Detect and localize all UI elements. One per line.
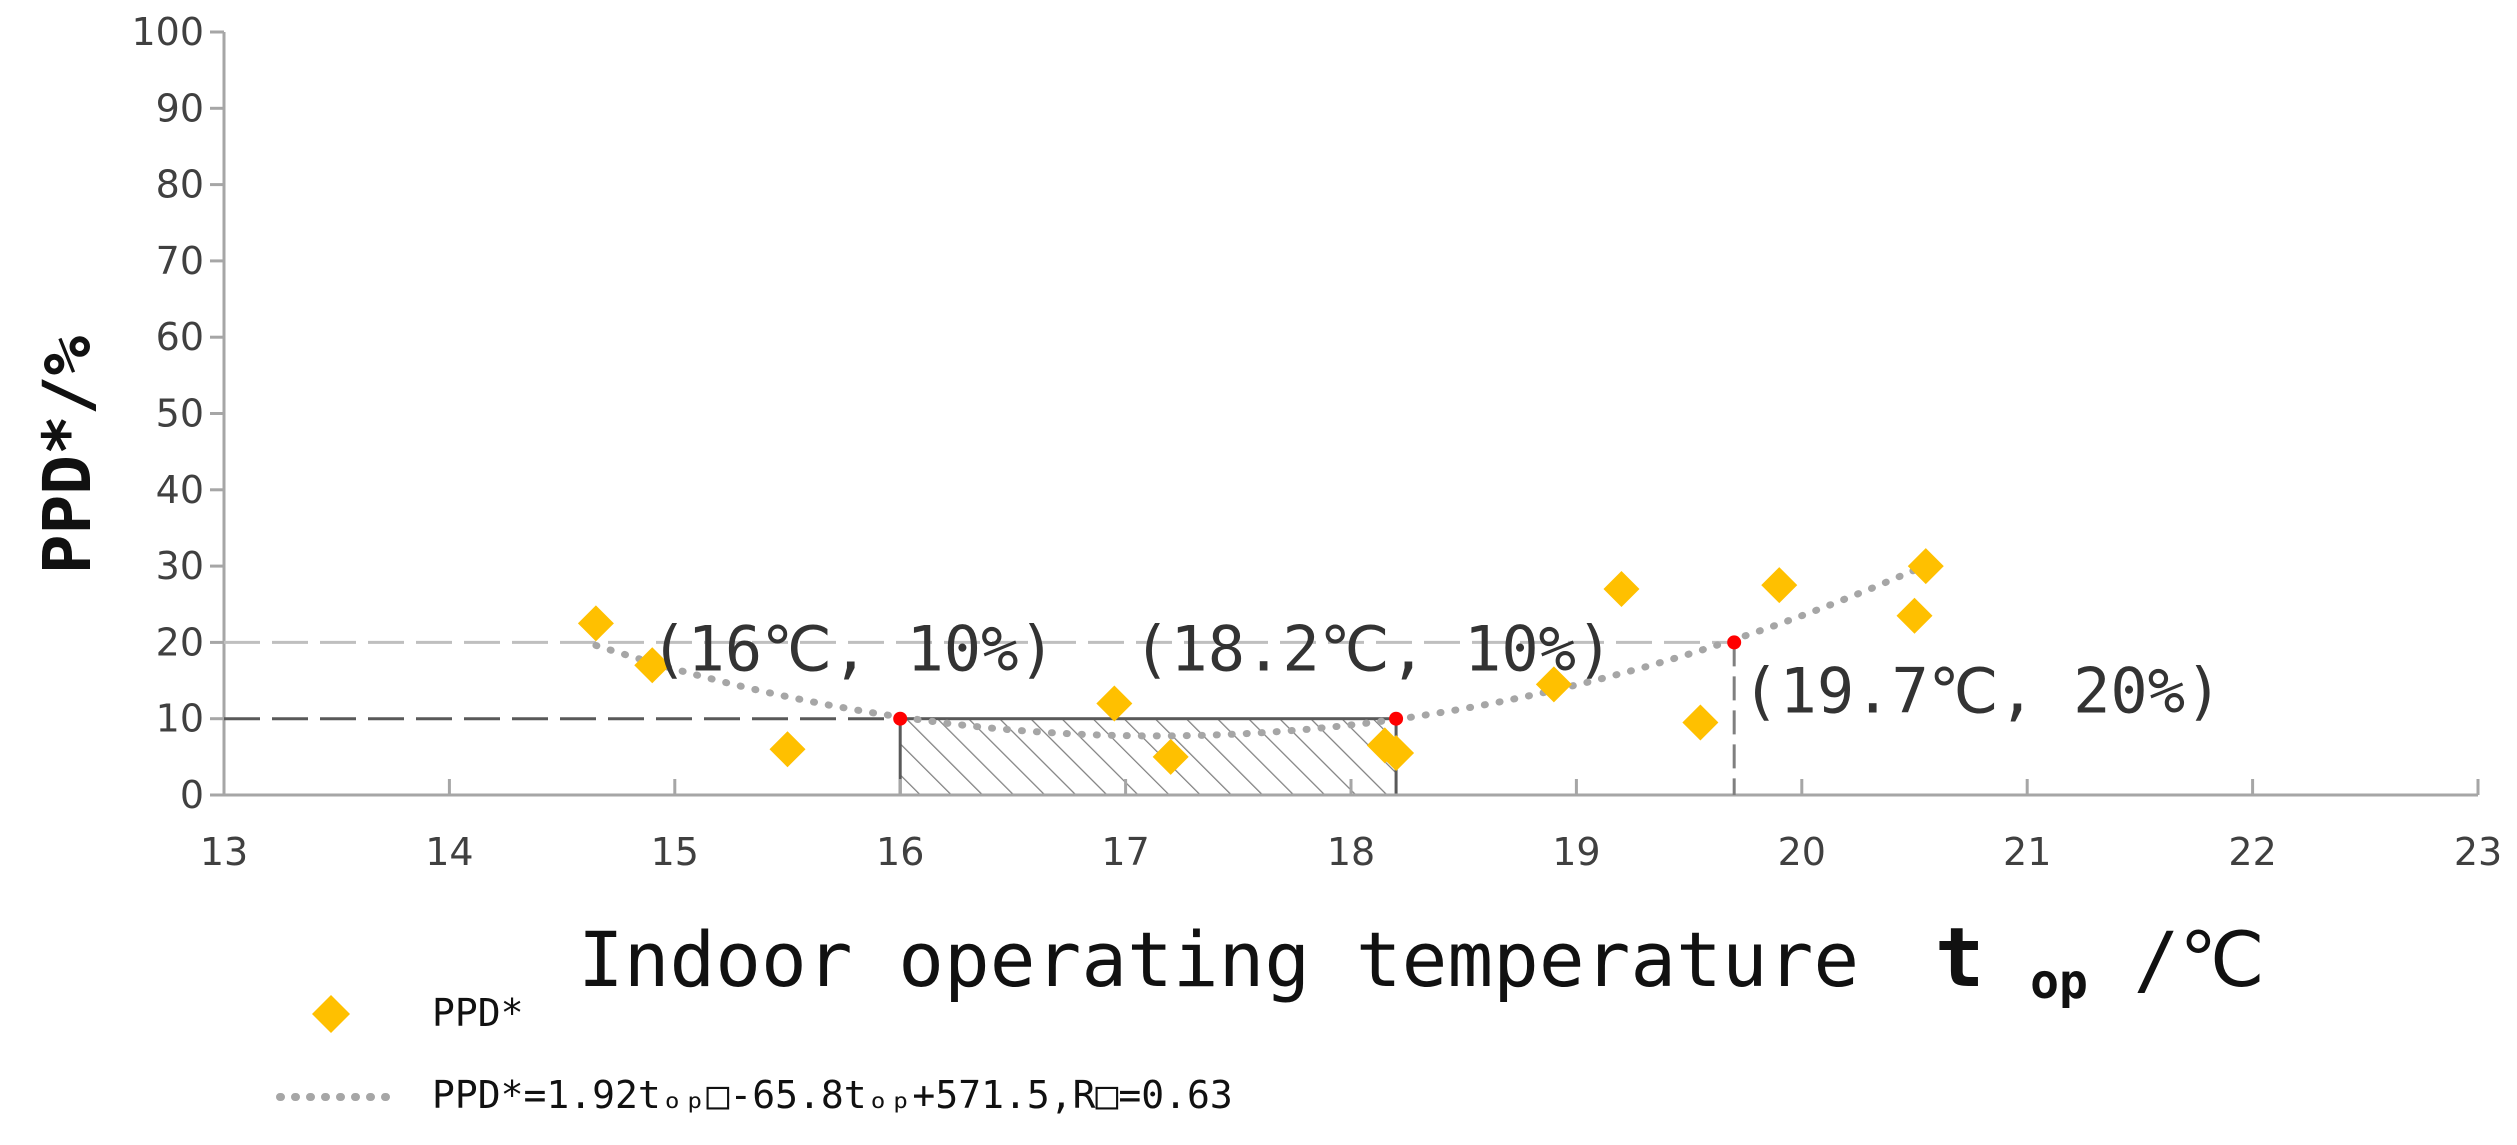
data-point (1896, 597, 1933, 634)
y-tick-label: 80 (156, 163, 204, 207)
y-tick-label: 30 (156, 544, 204, 588)
x-tick-label: 20 (1778, 830, 1826, 874)
data-point (1682, 704, 1719, 741)
data-point (1761, 567, 1798, 604)
y-tick-label: 70 (156, 239, 204, 283)
y-tick-label: 20 (156, 620, 204, 664)
legend: PPD* PPD*=1.92tₒₚ□-65.8tₒₚ+571.5,R□=0.63 (276, 991, 1233, 1117)
x-axis-title: Indoor operating temperature t op /℃ (578, 911, 2265, 1016)
reference-lines-layer (224, 640, 1736, 795)
annotation-label: (18.2℃, 10%) (1133, 613, 1613, 686)
trendline-layer (592, 556, 1941, 740)
annotations-layer: (16℃, 10%) (18.2℃, 10%) (19.7℃, 20%) (650, 613, 2222, 728)
trendline (592, 556, 1941, 740)
data-point (1535, 666, 1572, 703)
data-point (1152, 738, 1189, 775)
x-axis-title-unit: /℃ (2134, 915, 2265, 1004)
annotation-label: (16℃, 10%) (650, 613, 1056, 686)
x-axis-title-symbol: t (1935, 911, 1984, 1006)
data-point (634, 647, 671, 684)
data-point (1603, 570, 1640, 607)
x-tick-label: 14 (425, 830, 473, 874)
x-tick-label: 22 (2228, 830, 2276, 874)
x-tick-label: 23 (2454, 830, 2502, 874)
y-tick-label: 0 (180, 773, 204, 817)
highlight-point (893, 711, 908, 726)
data-points-layer (577, 548, 1944, 775)
background-layer (898, 717, 1398, 797)
highlight-point (1389, 711, 1404, 726)
y-tick-label: 10 (156, 697, 204, 741)
highlight-point (1727, 635, 1742, 650)
y-tick-label: 50 (156, 392, 204, 436)
comfort-range-hatch (898, 717, 1398, 797)
y-tick-label: 100 (131, 10, 204, 54)
legend-label-ppd: PPD* (432, 991, 524, 1035)
x-tick-label: 17 (1101, 830, 1149, 874)
x-tick-label: 18 (1327, 830, 1375, 874)
annotation-label: (19.7℃, 20%) (1742, 654, 2222, 727)
x-axis-ticks: 13 14 15 16 17 18 19 20 21 22 23 (200, 779, 2502, 874)
data-point (1096, 685, 1133, 722)
y-tick-label: 60 (156, 315, 204, 359)
data-point (769, 731, 806, 768)
y-axis-title: PPD*/% (29, 336, 106, 575)
x-tick-label: 15 (651, 830, 699, 874)
x-axis-title-subscript: op (2030, 954, 2088, 1010)
y-tick-label: 90 (156, 86, 204, 130)
y-tick-label: 40 (156, 468, 204, 512)
x-tick-label: 21 (2003, 830, 2051, 874)
legend-label-trendline: PPD*=1.92tₒₚ□-65.8tₒₚ+571.5,R□=0.63 (432, 1073, 1233, 1117)
legend-diamond-marker (312, 995, 350, 1033)
y-axis-ticks: 0 10 20 30 40 50 60 70 80 90 100 (131, 10, 224, 817)
data-point (1378, 735, 1415, 772)
x-tick-label: 16 (876, 830, 924, 874)
data-point (1907, 548, 1944, 585)
x-tick-label: 13 (200, 830, 248, 874)
data-point (577, 605, 614, 642)
highlight-points-layer (893, 635, 1742, 726)
x-axis-title-text: Indoor operating temperature (578, 915, 1859, 1004)
x-tick-label: 19 (1552, 830, 1600, 874)
